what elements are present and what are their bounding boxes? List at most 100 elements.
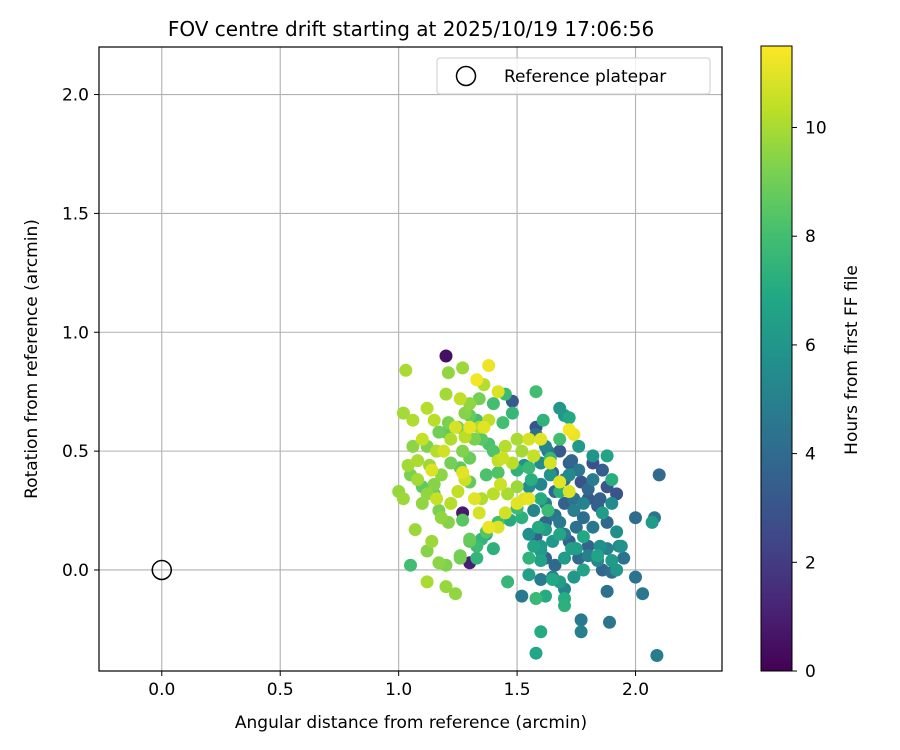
data-point xyxy=(415,432,429,446)
data-point xyxy=(553,475,567,489)
data-point xyxy=(408,523,422,537)
data-point xyxy=(603,615,616,629)
data-point xyxy=(527,539,541,553)
data-point xyxy=(470,551,484,565)
legend-reference-label: Reference platepar xyxy=(504,67,666,87)
y-axis-label: Rotation from reference (arcmin) xyxy=(22,219,42,499)
data-point xyxy=(534,625,548,639)
data-point xyxy=(432,556,446,570)
data-point xyxy=(522,568,536,582)
data-point xyxy=(510,432,524,446)
data-point xyxy=(527,504,541,517)
data-point xyxy=(501,575,515,589)
data-point xyxy=(486,487,500,501)
data-point xyxy=(522,492,536,506)
data-point xyxy=(565,542,579,556)
data-point xyxy=(432,425,446,439)
y-axis-ticks: 0.0 0.5 1.0 1.5 2.0 xyxy=(62,86,99,581)
data-point xyxy=(399,363,413,377)
y-tick-label: 1.0 xyxy=(62,323,89,343)
data-point xyxy=(534,432,548,446)
data-point xyxy=(529,592,543,605)
data-point xyxy=(482,359,496,372)
data-point xyxy=(456,361,470,375)
data-point xyxy=(494,477,507,491)
data-point xyxy=(553,432,567,446)
x-tick-label: 1.0 xyxy=(385,680,412,700)
x-tick-label: 0.0 xyxy=(148,680,175,700)
colorbar xyxy=(760,45,793,672)
x-tick-label: 0.5 xyxy=(267,680,294,700)
data-point xyxy=(427,413,441,427)
data-point xyxy=(617,551,631,565)
data-point xyxy=(498,506,512,520)
data-point xyxy=(652,468,666,482)
data-point xyxy=(534,573,548,586)
data-point xyxy=(534,554,548,567)
data-point xyxy=(522,432,536,446)
data-point xyxy=(491,385,505,399)
data-point xyxy=(437,444,451,458)
data-point xyxy=(546,573,560,586)
data-point xyxy=(425,463,439,477)
data-point xyxy=(636,587,650,601)
data-point xyxy=(569,520,583,534)
data-point xyxy=(439,580,453,594)
data-point xyxy=(574,613,588,627)
data-point xyxy=(472,506,486,520)
data-point xyxy=(439,387,453,401)
data-point xyxy=(586,473,600,487)
data-point xyxy=(574,625,588,639)
data-point xyxy=(486,397,500,411)
data-point xyxy=(565,454,579,468)
data-point xyxy=(444,496,458,510)
colorbar-tick-label: 10 xyxy=(805,119,827,139)
data-point xyxy=(553,527,567,541)
data-point xyxy=(562,485,576,498)
data-point xyxy=(458,430,472,444)
y-tick-label: 0.0 xyxy=(62,561,89,581)
data-point xyxy=(479,468,493,482)
data-point xyxy=(522,551,536,565)
data-point xyxy=(406,439,420,453)
data-point xyxy=(477,420,491,434)
data-point xyxy=(404,558,417,572)
data-point xyxy=(427,477,441,491)
data-point xyxy=(510,496,524,510)
x-tick-label: 2.0 xyxy=(622,680,649,700)
data-point xyxy=(498,439,512,453)
colorbar-tick-label: 4 xyxy=(805,445,816,465)
data-point xyxy=(558,599,571,613)
data-point xyxy=(562,423,576,437)
data-point xyxy=(593,492,607,506)
data-point xyxy=(491,466,505,479)
colorbar-tick-label: 2 xyxy=(805,553,816,573)
data-point xyxy=(439,349,453,363)
data-point xyxy=(491,520,505,534)
data-point xyxy=(614,539,628,553)
data-point xyxy=(645,515,659,529)
data-point xyxy=(411,454,425,468)
data-point xyxy=(562,468,576,482)
data-point xyxy=(451,485,465,498)
data-point xyxy=(605,496,619,510)
data-point xyxy=(576,563,590,577)
data-point xyxy=(434,511,448,525)
data-point xyxy=(586,520,600,534)
data-point xyxy=(420,401,434,415)
colorbar-tick-label: 0 xyxy=(805,662,816,682)
y-tick-label: 2.0 xyxy=(62,86,89,106)
data-point xyxy=(600,449,614,463)
data-point xyxy=(541,504,555,517)
data-point xyxy=(572,439,586,453)
data-point xyxy=(576,530,590,544)
data-point xyxy=(591,549,605,563)
data-point xyxy=(449,587,462,601)
chart-title: FOV centre drift starting at 2025/10/19 … xyxy=(168,17,654,41)
data-point xyxy=(527,449,541,463)
data-point xyxy=(553,444,567,458)
data-point xyxy=(548,558,562,572)
data-point xyxy=(567,570,581,584)
data-point xyxy=(586,449,600,463)
